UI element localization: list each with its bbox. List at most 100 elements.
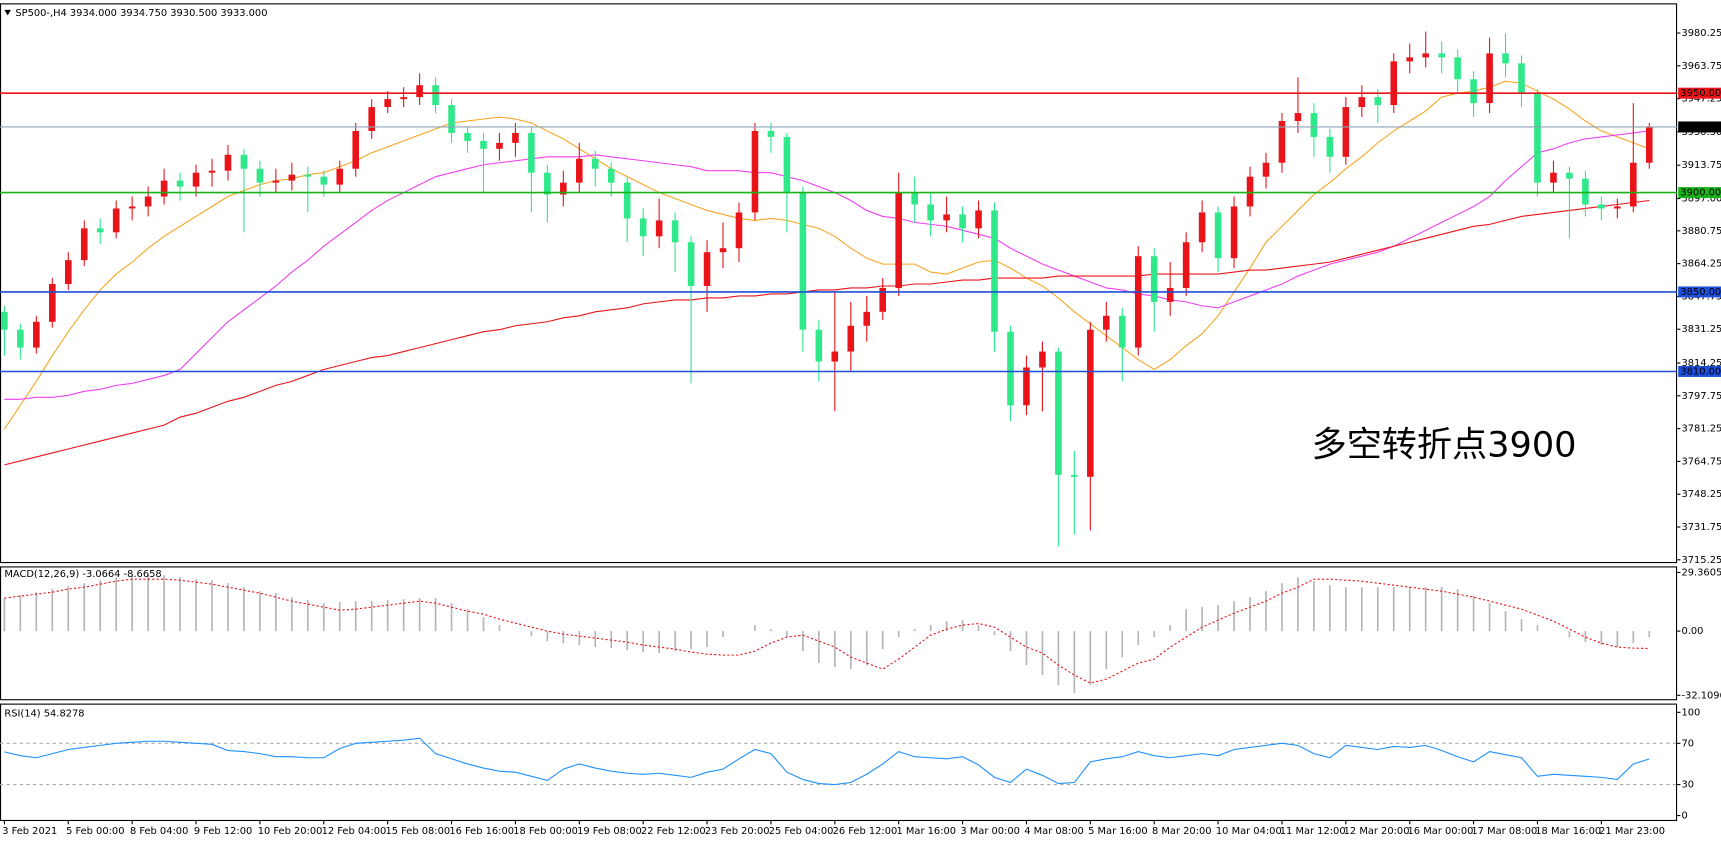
indicator-line (4, 130, 1650, 400)
rsi-title: RSI(14) 54.8278 (4, 708, 84, 719)
candle-body (623, 182, 631, 219)
candle-body (400, 97, 407, 100)
candle-body (288, 174, 296, 181)
indicator-line (4, 199, 1650, 466)
candle-body (1310, 113, 1318, 137)
candle-body (879, 287, 887, 312)
candle-body (1390, 61, 1398, 106)
candle-body (33, 321, 40, 348)
candle-body (1598, 204, 1605, 209)
candle-body (368, 107, 375, 131)
candle-body (591, 158, 599, 169)
candle-body (719, 248, 727, 253)
candle-body (1470, 79, 1477, 104)
candle-body (320, 176, 328, 185)
candle-body (1087, 329, 1094, 477)
x-tick-label: 23 Feb 20:00 (705, 826, 770, 837)
y-tick-label: 3831.250 (1681, 324, 1721, 335)
candle-body (895, 192, 902, 288)
candle-body (1039, 351, 1046, 368)
y-tick-label: -32.1096 (1681, 690, 1721, 701)
y-tick-label: 3913.750 (1681, 160, 1721, 171)
candle-body (1614, 206, 1621, 209)
y-tick-label: 70 (1681, 738, 1694, 749)
x-tick-label: 18 Mar 16:00 (1535, 826, 1601, 837)
candle-body (1071, 474, 1078, 477)
candle-body (1118, 315, 1126, 348)
candle-body (1, 311, 8, 330)
y-tick-label: 3814.250 (1681, 358, 1721, 369)
candle-body (1534, 93, 1541, 183)
y-tick-label: 3715.250 (1681, 555, 1721, 566)
candle-body (192, 172, 200, 187)
x-tick-label: 16 Feb 16:00 (449, 826, 514, 837)
y-tick-label: 3980.250 (1681, 28, 1721, 39)
y-tick-label: 30 (1681, 780, 1694, 791)
candle-body (1134, 256, 1142, 348)
candle-body (1246, 176, 1254, 207)
annotation: 多空转折点3900 (1312, 425, 1577, 466)
candle-body (783, 136, 791, 193)
candle-body (576, 158, 583, 183)
x-tick-label: 3 Mar 00:00 (960, 826, 1020, 837)
candle-body (448, 105, 455, 133)
indicator-line (3, 80, 1650, 430)
candle-body (304, 174, 312, 177)
y-tick-label: 3947.250 (1681, 94, 1721, 105)
candle-body (687, 242, 695, 286)
x-tick-label: 4 Mar 08:00 (1024, 826, 1084, 837)
candle-body (128, 206, 136, 209)
x-tick-label: 22 Feb 12:00 (641, 826, 706, 837)
level-label-bg (1678, 121, 1721, 133)
level-label-bg (1678, 187, 1721, 199)
candle-body (703, 252, 711, 286)
candle-body (17, 329, 24, 348)
candle-body (480, 140, 487, 149)
candle-body (432, 85, 439, 106)
candle-body (1230, 206, 1238, 259)
candle-body (176, 180, 184, 187)
candle-body (112, 208, 120, 233)
candle-body (1406, 57, 1414, 62)
macd-panel (0, 566, 1678, 701)
candle-body (751, 130, 759, 213)
x-tick-label: 9 Feb 12:00 (194, 826, 252, 837)
candle-body (1582, 178, 1589, 205)
candle-body (1486, 53, 1493, 104)
candle-body (1150, 256, 1158, 302)
candle-body (352, 130, 360, 169)
candle-body (1502, 53, 1509, 64)
candle-body (208, 170, 216, 173)
x-tick-label: 12 Feb 04:00 (322, 826, 387, 837)
candle-body (1182, 242, 1190, 288)
y-tick-label: 3880.750 (1681, 226, 1721, 237)
x-tick-label: 18 Feb 00:00 (513, 826, 578, 837)
y-tick-label: 3797.750 (1681, 391, 1721, 402)
x-tick-label: 16 Mar 00:00 (1408, 826, 1474, 837)
candle-body (1550, 172, 1557, 183)
y-tick-label: 0 (1681, 811, 1687, 822)
y-tick-label: 3963.750 (1681, 61, 1721, 72)
level-label-bg (1678, 87, 1721, 99)
x-tick-label: 21 Mar 23:00 (1599, 826, 1665, 837)
candle-body (528, 132, 535, 173)
candle-body (1055, 351, 1062, 475)
candle-body (49, 284, 56, 322)
x-tick-label: 12 Mar 20:00 (1344, 826, 1410, 837)
candle-body (1262, 162, 1270, 177)
candle-body (1023, 367, 1030, 406)
candle-body (1645, 126, 1653, 163)
candle-body (655, 220, 663, 237)
candle-body (160, 180, 168, 197)
x-tick-label: 15 Feb 08:00 (385, 826, 450, 837)
x-tick-label: 10 Feb 20:00 (258, 826, 323, 837)
candle-body (464, 132, 471, 141)
y-tick-label: 3748.250 (1681, 489, 1721, 500)
x-tick-label: 1 Mar 16:00 (897, 826, 957, 837)
candle-body (1630, 162, 1637, 207)
candle-body (943, 214, 950, 221)
candle-body (1166, 287, 1174, 302)
candle-body (831, 351, 839, 362)
candle-body (512, 132, 519, 143)
